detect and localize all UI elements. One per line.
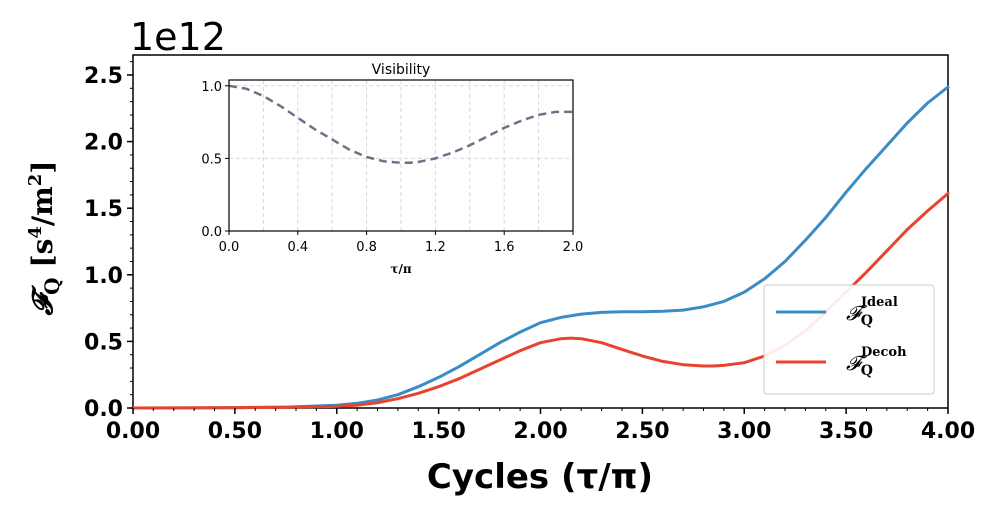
main-x-tick-label: 3.00 bbox=[717, 419, 771, 444]
inset-y-tick-label: 0.5 bbox=[201, 152, 222, 167]
inset-x-tick-label: 0.8 bbox=[356, 240, 377, 255]
main-x-tick-label: 2.50 bbox=[615, 419, 669, 444]
main-y-tick-label: 1.0 bbox=[84, 264, 123, 289]
main-x-tick-label: 2.00 bbox=[513, 419, 567, 444]
ylabel-unit-sup2: 2 bbox=[25, 174, 46, 187]
main-x-tick-label: 0.00 bbox=[106, 419, 160, 444]
inset-x-tick-label: 1.2 bbox=[425, 240, 446, 255]
inset-grid bbox=[229, 80, 574, 231]
ylabel-unit-close: ] bbox=[26, 160, 59, 173]
inset-series-visibility bbox=[228, 84, 573, 165]
inset-ticks-group: 0.0 0.4 0.8 1.2 1.6 2.0 0.0 0.5 1.0 bbox=[201, 80, 583, 255]
ylabel-unit-open: [s bbox=[26, 239, 59, 268]
legend-label-decoh: 𝓕QDecoh bbox=[846, 345, 907, 379]
legend-label-ideal: 𝓕QIdeal bbox=[846, 295, 898, 329]
main-x-tick-label: 4.00 bbox=[921, 419, 975, 444]
legend-sub-ideal: Q bbox=[861, 313, 873, 329]
inset-chart: 0.0 0.4 0.8 1.2 1.6 2.0 0.0 0.5 1.0 Visibility τ… bbox=[201, 62, 583, 276]
legend-sub-decoh: Q bbox=[861, 363, 873, 379]
legend-sup-decoh: Decoh bbox=[861, 345, 907, 360]
inset-series-group bbox=[228, 84, 573, 165]
inset-background bbox=[229, 80, 573, 231]
ylabel-subscript: Q bbox=[40, 277, 64, 294]
ylabel-unit-mid: /m bbox=[26, 186, 59, 226]
main-y-tick-label: 1.5 bbox=[84, 197, 123, 222]
ylabel-unit-sup: 4 bbox=[25, 226, 46, 239]
main-x-axis-label: Cycles (τ/π) bbox=[427, 457, 653, 497]
series-line-ideal bbox=[131, 85, 950, 410]
main-y-tick-label: 0.0 bbox=[84, 397, 123, 422]
inset-x-axis-label: τ/π bbox=[390, 262, 411, 276]
main-x-tick-label: 1.50 bbox=[411, 419, 465, 444]
axis-offset-text: 1e12 bbox=[130, 15, 226, 59]
legend: 𝓕QIdeal 𝓕QDecoh bbox=[763, 284, 935, 395]
main-x-tick-label: 0.50 bbox=[208, 419, 262, 444]
main-ticks-group: 0.00 0.50 1.00 1.50 2.00 2.50 3.00 3.50 4.000.00… bbox=[84, 61, 975, 444]
main-y-tick-label: 2.5 bbox=[84, 64, 123, 89]
inset-y-tick-label: 1.0 bbox=[201, 80, 222, 95]
main-x-tick-label: 1.00 bbox=[310, 419, 364, 444]
inset-y-tick-label: 0.0 bbox=[201, 225, 222, 240]
svg-text:𝓕Q [s4/m2]: 𝓕Q [s4/m2] bbox=[25, 160, 64, 316]
inset-title: Visibility bbox=[372, 62, 431, 78]
inset-frame bbox=[228, 79, 574, 232]
legend-sup-ideal: Ideal bbox=[861, 295, 898, 310]
main-y-tick-label: 2.0 bbox=[84, 131, 123, 156]
main-x-tick-label: 3.50 bbox=[819, 419, 873, 444]
main-y-axis-label: 𝓕Q [s4/m2] bbox=[25, 160, 64, 316]
inset-x-tick-label: 1.6 bbox=[494, 240, 515, 255]
inset-x-tick-label: 0.0 bbox=[219, 240, 240, 255]
main-y-tick-label: 0.5 bbox=[84, 330, 123, 355]
inset-x-tick-label: 0.4 bbox=[287, 240, 308, 255]
inset-x-tick-label: 2.0 bbox=[563, 240, 584, 255]
